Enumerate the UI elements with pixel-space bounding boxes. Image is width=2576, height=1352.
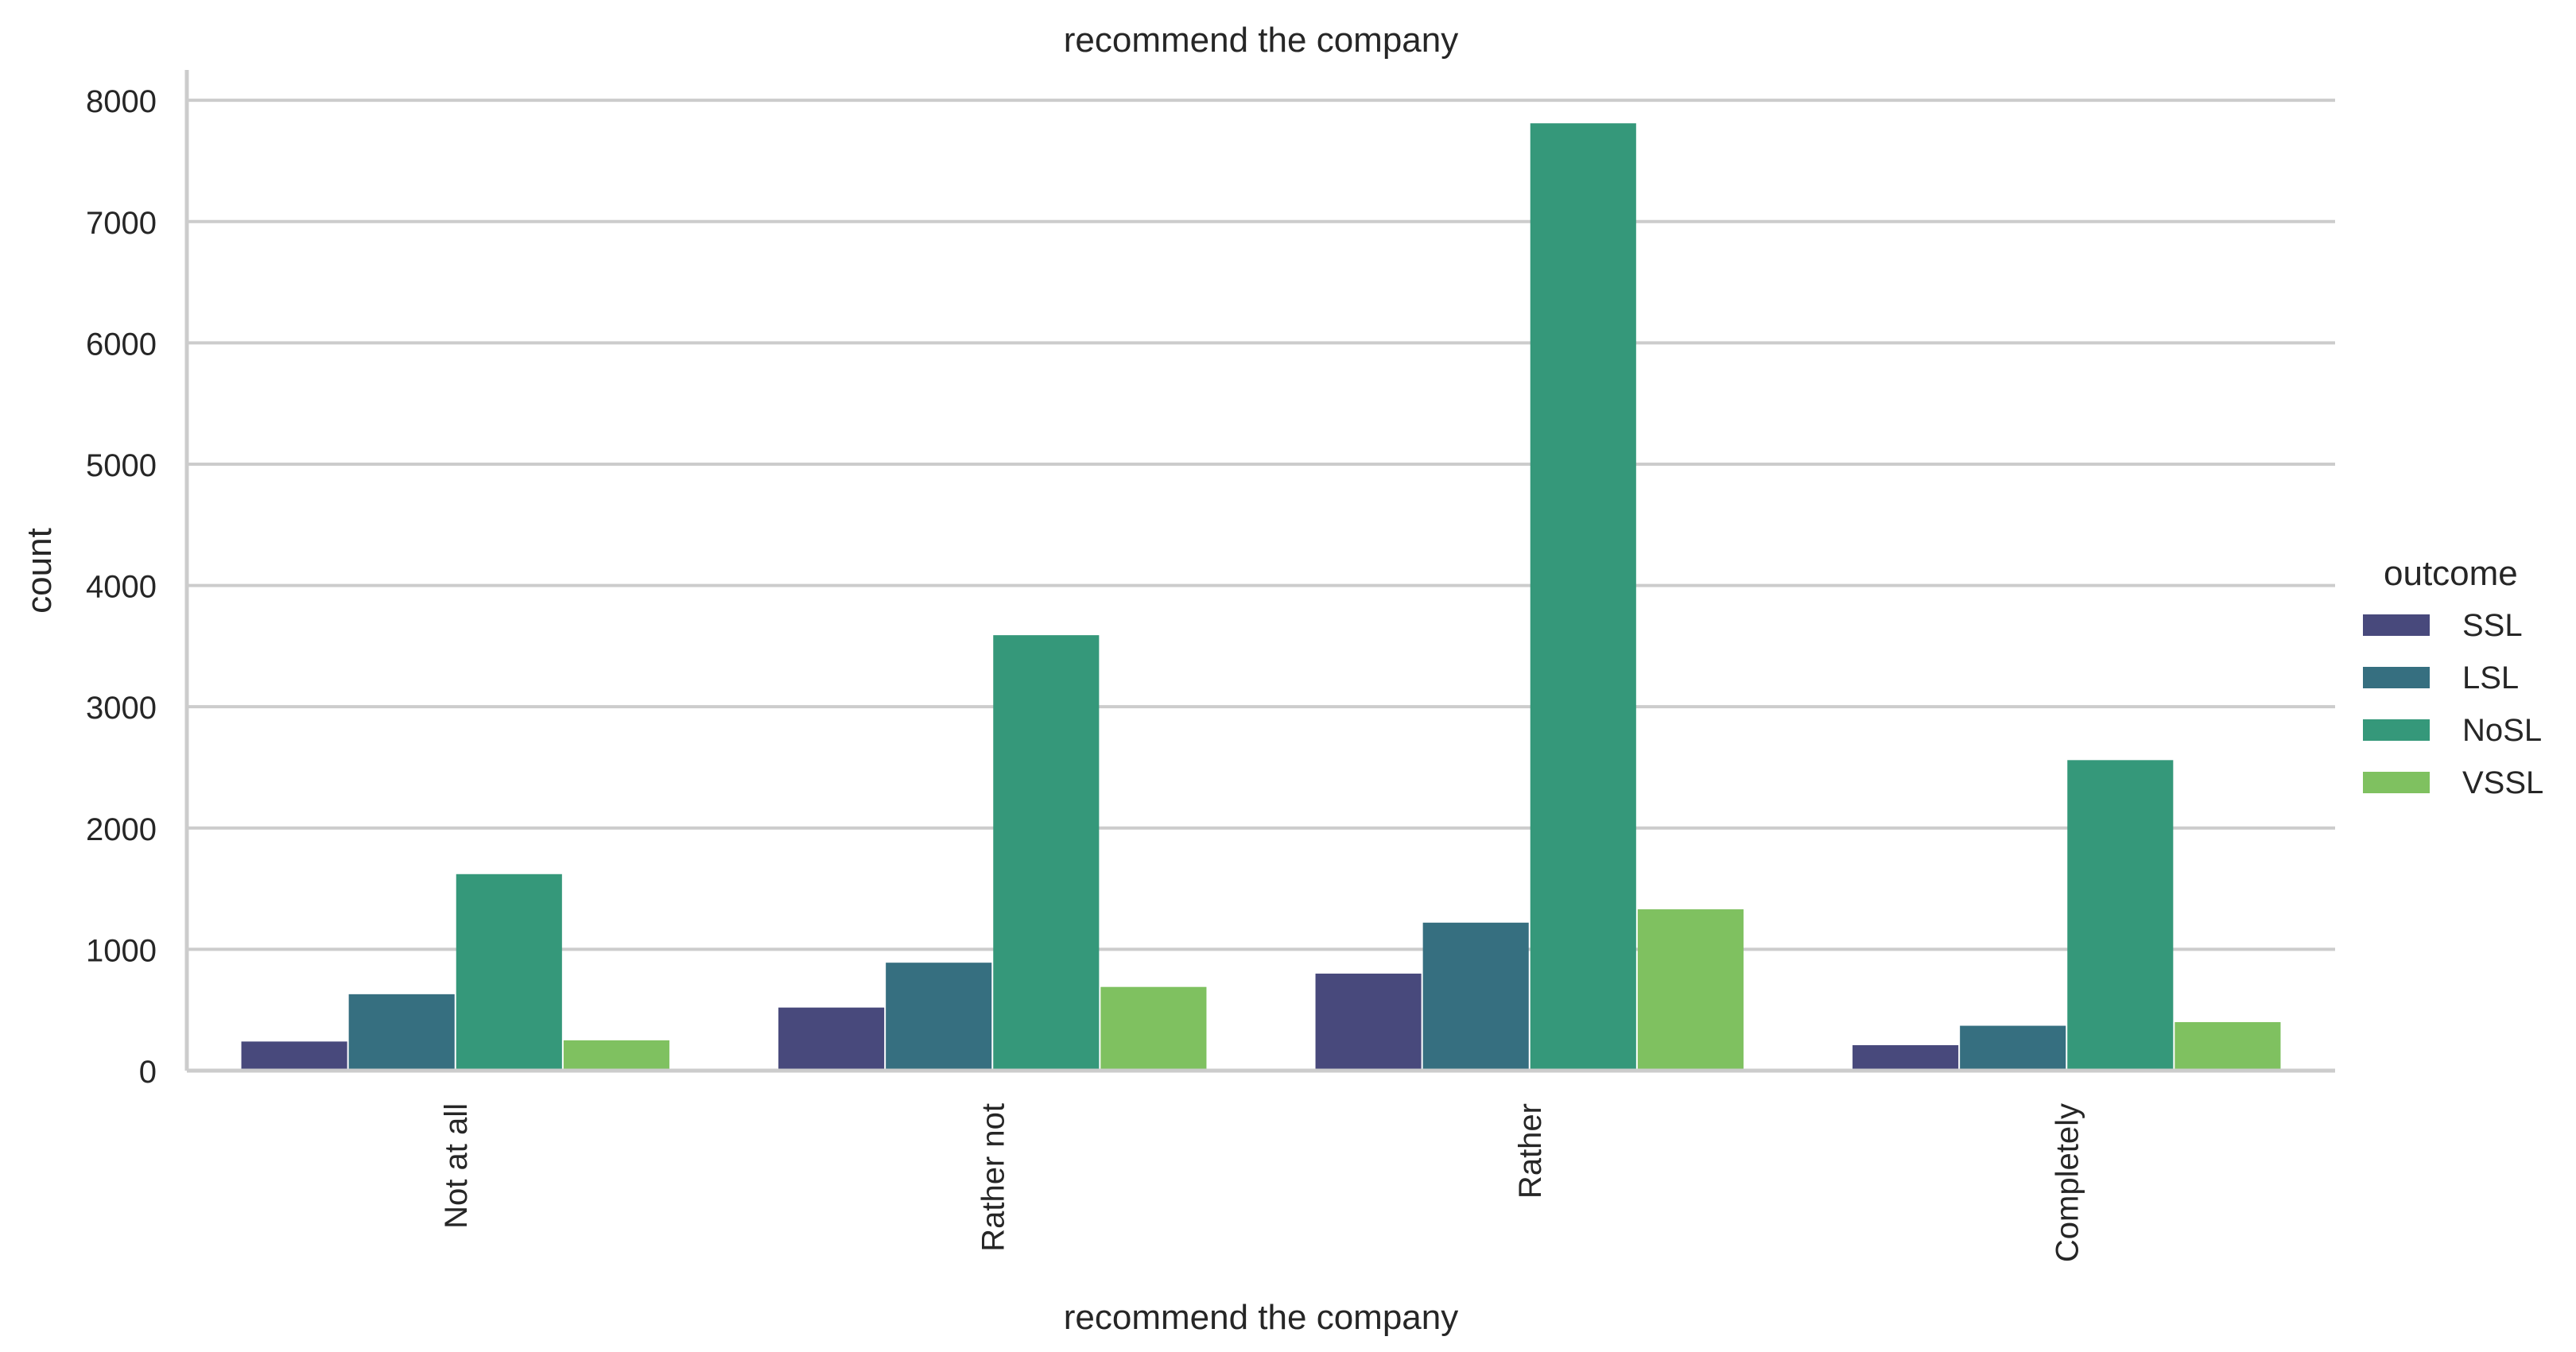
y-axis-label: count	[20, 528, 59, 614]
y-tick-label: 2000	[86, 812, 157, 847]
bar-ssl-completely	[1852, 1044, 1959, 1071]
x-axis-label: recommend the company	[1064, 1298, 1458, 1337]
legend-label-ssl: SSL	[2462, 608, 2523, 643]
bar-ssl-rather-not	[778, 1007, 885, 1071]
bar-lsl-not-at-all	[348, 994, 455, 1071]
x-tick-label: Completely	[2050, 1103, 2085, 1262]
bar-lsl-completely	[1960, 1025, 2066, 1071]
bar-nosl-not-at-all	[456, 874, 562, 1071]
bar-nosl-rather-not	[993, 635, 1100, 1071]
y-tick-label: 5000	[86, 448, 157, 483]
bar-nosl-rather	[1530, 123, 1636, 1071]
y-tick-labels: 0 1000 2000 3000 4000 5000 6000 7000 8000	[86, 84, 157, 1090]
y-tick-label: 4000	[86, 570, 157, 605]
bar-ssl-not-at-all	[241, 1041, 347, 1071]
legend-swatch-lsl	[2363, 667, 2430, 688]
legend-label-lsl: LSL	[2462, 661, 2519, 695]
chart-title: recommend the company	[1064, 21, 1458, 60]
y-tick-label: 8000	[86, 84, 157, 119]
x-tick-label: Rather not	[976, 1103, 1011, 1252]
x-tick-label: Not at all	[439, 1103, 474, 1229]
legend-title: outcome	[2384, 554, 2518, 593]
bar-vssl-rather	[1637, 909, 1744, 1071]
bar-lsl-rather	[1422, 922, 1529, 1071]
legend-label-nosl: NoSL	[2462, 713, 2542, 748]
legend-swatch-vssl	[2363, 772, 2430, 793]
x-tick-labels: Not at all Rather not Rather Completely	[439, 1103, 2085, 1262]
y-tick-label: 7000	[86, 206, 157, 241]
bars	[241, 123, 2281, 1071]
x-tick-label: Rather	[1513, 1103, 1548, 1199]
bar-lsl-rather-not	[886, 963, 992, 1071]
bar-vssl-completely	[2174, 1021, 2281, 1071]
legend-label-vssl: VSSL	[2462, 765, 2543, 800]
y-tick-label: 0	[139, 1055, 157, 1090]
gridlines	[187, 99, 2335, 951]
y-tick-label: 6000	[86, 327, 157, 362]
y-tick-label: 1000	[86, 933, 157, 968]
bar-ssl-rather	[1315, 973, 1422, 1071]
legend-swatch-ssl	[2363, 614, 2430, 636]
y-tick-label: 3000	[86, 691, 157, 726]
axes	[184, 70, 2335, 1073]
bar-nosl-completely	[2067, 760, 2174, 1071]
bar-vssl-not-at-all	[563, 1040, 669, 1071]
legend-swatch-nosl	[2363, 719, 2430, 741]
legend: outcome SSL LSL NoSL VSSL	[2363, 554, 2543, 800]
bar-vssl-rather-not	[1100, 986, 1207, 1071]
